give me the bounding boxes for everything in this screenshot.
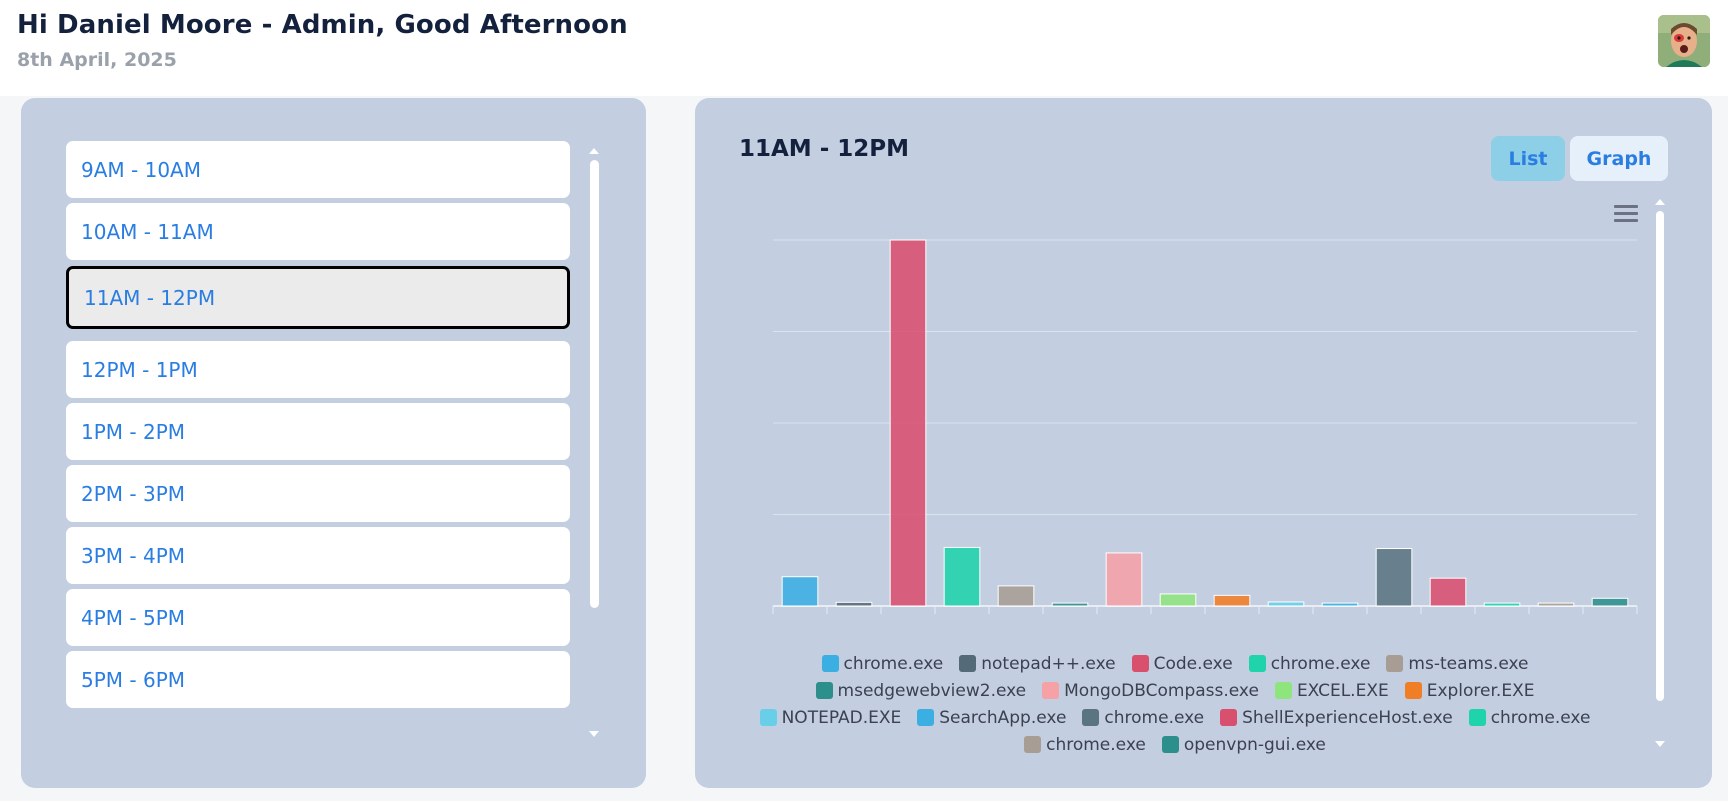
time-slot-item[interactable]: 4PM - 5PM — [66, 589, 570, 646]
scroll-up-arrow[interactable] — [589, 148, 599, 154]
legend-item[interactable]: MongoDBCompass.exe — [1042, 681, 1259, 701]
legend-label: MongoDBCompass.exe — [1064, 680, 1259, 701]
legend-label: NOTEPAD.EXE — [781, 707, 902, 728]
greeting-title: Hi Daniel Moore - Admin, Good Afternoon — [17, 10, 628, 40]
legend-swatch — [1161, 736, 1179, 753]
legend-label: ms-teams.exe — [1408, 653, 1529, 674]
chart-bar[interactable] — [1483, 602, 1521, 607]
chart-bar[interactable] — [781, 576, 819, 607]
legend-swatch — [1024, 736, 1042, 753]
legend-label: ShellExperienceHost.exe — [1242, 707, 1453, 728]
legend-label: Code.exe — [1153, 653, 1233, 674]
slot-list-scrollbar[interactable] — [590, 160, 599, 608]
legend-item[interactable]: chrome.exe — [1468, 707, 1591, 728]
legend-label: EXCEL.EXE — [1296, 680, 1389, 701]
legend-item[interactable]: Explorer.EXE — [1404, 680, 1535, 701]
chart-scroll-down-arrow[interactable] — [1655, 741, 1665, 747]
chart-bar[interactable] — [835, 601, 873, 607]
legend-swatch — [959, 655, 977, 672]
chart-legend: chrome.exe notepad++.exe Code.exe chrome.ex… — [725, 650, 1625, 758]
time-slot-panel: 9AM - 10AM 10AM - 11AM 11AM - 12PM 12PM - 1… — [21, 98, 646, 788]
legend-swatch — [759, 709, 777, 726]
legend-label: Explorer.EXE — [1426, 680, 1535, 701]
graph-view-button[interactable]: Graph — [1570, 136, 1668, 181]
detail-panel: 11AM - 12PM List Graph chrome.exe notepad… — [695, 98, 1712, 788]
legend-item[interactable]: Code.exe — [1131, 653, 1233, 674]
chart-bar[interactable] — [1267, 601, 1305, 607]
legend-row: NOTEPAD.EXE SearchApp.exe chrome.exe ShellE… — [725, 704, 1625, 731]
legend-swatch — [1248, 655, 1266, 672]
legend-swatch — [1220, 709, 1238, 726]
legend-swatch — [1404, 682, 1422, 699]
legend-label: msedgewebview2.exe — [837, 680, 1027, 701]
legend-item[interactable]: chrome.exe — [1024, 735, 1146, 755]
chart-bar[interactable] — [1213, 594, 1251, 607]
detail-title: 11AM - 12PM — [739, 136, 910, 162]
legend-label: notepad++.exe — [981, 653, 1116, 674]
legend-label: chrome.exe — [843, 653, 944, 674]
list-view-button[interactable]: List — [1491, 136, 1565, 181]
legend-item[interactable]: SearchApp.exe — [917, 708, 1066, 728]
legend-swatch — [1274, 682, 1292, 699]
chart-bar[interactable] — [997, 585, 1035, 607]
chart-bar[interactable] — [1051, 602, 1089, 607]
chart-scrollbar[interactable] — [1656, 211, 1664, 701]
avatar[interactable] — [1658, 15, 1710, 67]
legend-label: chrome.exe — [1046, 734, 1146, 755]
time-slot-list[interactable]: 9AM - 10AM 10AM - 11AM 11AM - 12PM 12PM - 1… — [66, 141, 572, 741]
chart-bar[interactable] — [1429, 577, 1467, 607]
time-slot-item[interactable]: 3PM - 4PM — [66, 527, 570, 584]
legend-label: chrome.exe — [1270, 653, 1371, 674]
legend-item[interactable]: ShellExperienceHost.exe — [1220, 708, 1453, 728]
time-slot-item[interactable]: 11AM - 12PM — [66, 266, 570, 329]
legend-item[interactable]: chrome.exe — [1248, 653, 1371, 674]
legend-item[interactable]: NOTEPAD.EXE — [759, 707, 902, 728]
legend-swatch — [821, 655, 839, 672]
time-slot-item[interactable]: 12PM - 1PM — [66, 341, 570, 398]
legend-swatch — [1386, 655, 1404, 672]
legend-row: msedgewebview2.exe MongoDBCompass.exe EXCE… — [725, 677, 1625, 704]
legend-item[interactable]: msedgewebview2.exe — [815, 680, 1027, 701]
time-slot-item[interactable]: 9AM - 10AM — [66, 141, 570, 198]
legend-item[interactable]: openvpn-gui.exe — [1161, 734, 1326, 755]
legend-item[interactable]: ms-teams.exe — [1386, 654, 1528, 674]
chart-bar[interactable] — [1591, 597, 1629, 607]
chart-bar[interactable] — [1321, 602, 1359, 607]
legend-row: chrome.exe openvpn-gui.exe — [725, 731, 1625, 758]
legend-swatch — [1468, 709, 1486, 726]
legend-row: chrome.exe notepad++.exe Code.exe chrome.ex… — [725, 650, 1625, 677]
time-slot-item[interactable]: 5PM - 6PM — [66, 651, 570, 708]
legend-label: openvpn-gui.exe — [1183, 734, 1326, 755]
legend-swatch — [1131, 655, 1149, 672]
legend-label: chrome.exe — [1104, 707, 1205, 728]
time-slot-item[interactable]: 2PM - 3PM — [66, 465, 570, 522]
avatar-image — [1658, 15, 1710, 67]
legend-swatch — [815, 682, 833, 699]
bar-chart — [772, 239, 1638, 614]
legend-item[interactable]: EXCEL.EXE — [1274, 680, 1389, 701]
chart-bar[interactable] — [943, 546, 981, 607]
time-slot-item[interactable]: 1PM - 2PM — [66, 403, 570, 460]
chart-bar[interactable] — [889, 239, 927, 607]
scroll-down-arrow[interactable] — [589, 731, 599, 737]
legend-item[interactable]: chrome.exe — [821, 653, 944, 674]
chart-bar[interactable] — [1105, 552, 1143, 607]
legend-swatch — [1082, 709, 1100, 726]
legend-label: SearchApp.exe — [939, 707, 1067, 728]
chart-bar[interactable] — [1375, 548, 1413, 607]
legend-item[interactable]: chrome.exe — [1082, 708, 1204, 728]
top-bar: Hi Daniel Moore - Admin, Good Afternoon … — [0, 0, 1728, 96]
chart-scroll-up-arrow[interactable] — [1655, 199, 1665, 205]
time-slot-item[interactable]: 10AM - 11AM — [66, 203, 570, 260]
chart-menu-icon[interactable] — [1614, 205, 1638, 223]
legend-swatch — [1042, 682, 1060, 699]
current-date: 8th April, 2025 — [17, 49, 177, 71]
legend-item[interactable]: notepad++.exe — [959, 653, 1116, 674]
legend-swatch — [917, 709, 935, 726]
chart-bar[interactable] — [1159, 593, 1197, 607]
legend-label: chrome.exe — [1490, 707, 1591, 728]
chart-bar[interactable] — [1537, 602, 1575, 607]
